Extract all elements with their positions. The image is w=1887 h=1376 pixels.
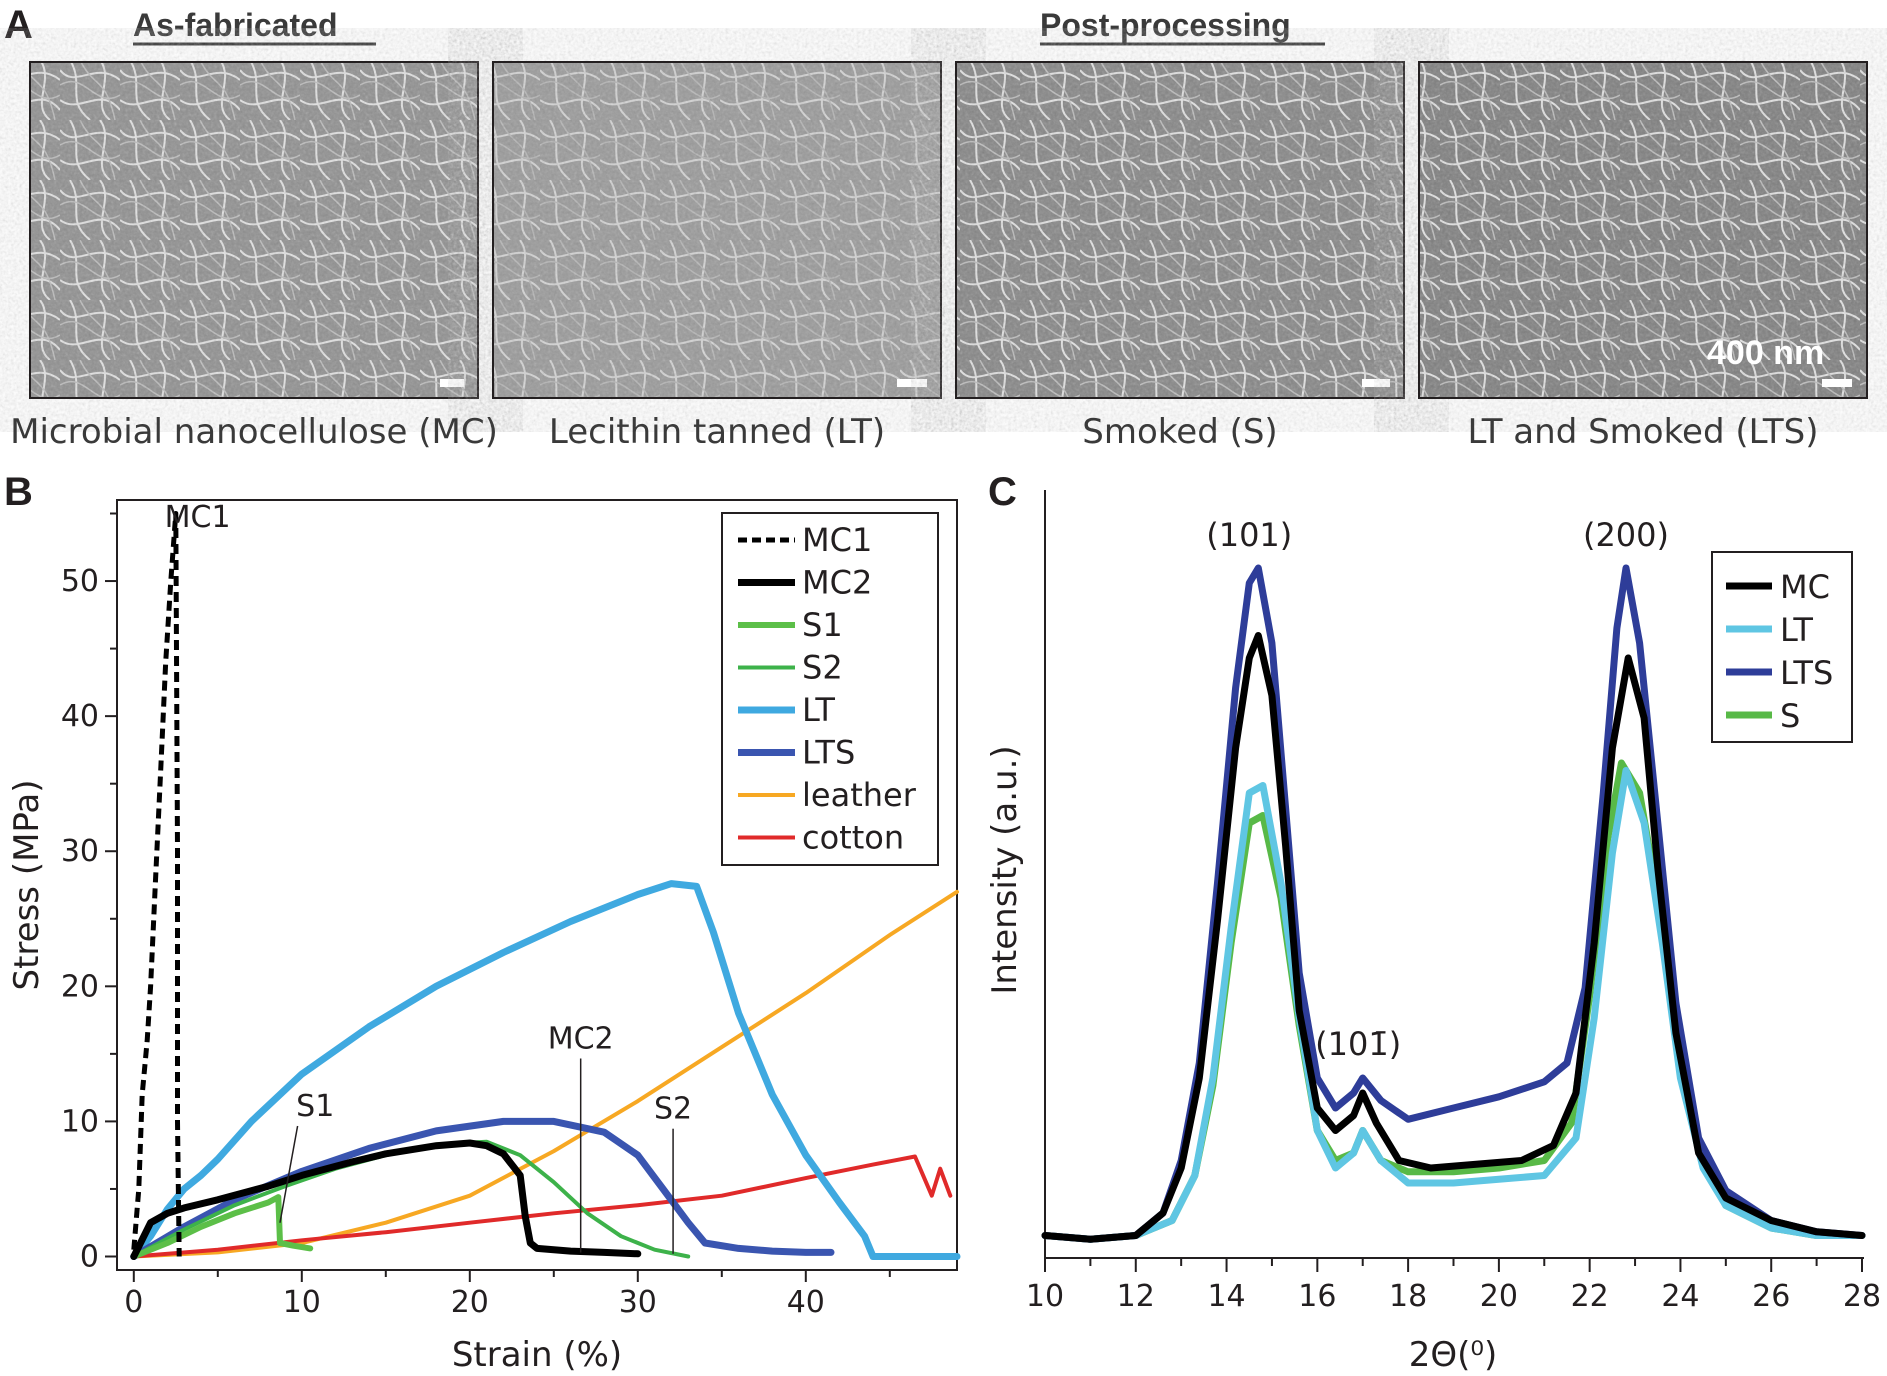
chart-c-x-axis-label: 2Θ(⁰) xyxy=(1409,1335,1498,1375)
panel-c-label: C xyxy=(988,470,1017,514)
x-tick-label: 18 xyxy=(1389,1279,1427,1314)
caption-lt: Lecithin tanned (LT) xyxy=(549,412,885,452)
annotation-leader xyxy=(279,1125,299,1223)
panel-c: C 10 12 14 16 18 20 22 24 26 28 (101)(101̄)(200) … xyxy=(985,470,1881,1375)
sem-image-mc xyxy=(29,61,479,399)
x-tick-label: 26 xyxy=(1752,1279,1790,1314)
panel-b-label: B xyxy=(4,470,33,514)
sem-image-s xyxy=(955,61,1405,399)
scale-bar-label: 400 nm xyxy=(1707,334,1824,372)
legend-label-lt: LT xyxy=(1780,611,1813,649)
panel-b: B 0 10 20 30 40 0 10 20 30 40 50 MC1 S1 MC2 S2 Strain… xyxy=(4,470,961,1375)
legend-label-s: S xyxy=(1780,697,1800,735)
panel-a-label: A xyxy=(4,3,33,47)
series-leather xyxy=(131,889,959,1259)
chart-b-legend: MC1 MC2 S1 S2 LT LTS leather cotton xyxy=(721,512,939,866)
chart-c-legend: MC LT LTS S xyxy=(1711,551,1853,743)
x-tick-label: 12 xyxy=(1117,1279,1155,1314)
series-mc xyxy=(1041,632,1866,1243)
annotation-mc2: MC2 xyxy=(548,1021,614,1056)
header-post-processing: Post-processing xyxy=(1040,7,1291,43)
panel-a: A As-fabricated Post-processing xyxy=(4,3,1868,452)
legend-label-lts: LTS xyxy=(802,734,855,772)
chart-b-x-axis-label: Strain (%) xyxy=(452,1335,622,1375)
x-tick-label: 28 xyxy=(1843,1279,1881,1314)
chart-b-axes: 0 10 20 30 40 0 10 20 30 40 50 xyxy=(61,512,891,1320)
legend-label-lt: LT xyxy=(802,691,835,729)
chart-b-y-axis-label: Stress (MPa) xyxy=(7,780,47,991)
x-tick-label: 0 xyxy=(124,1285,143,1320)
chart-b-legend-box xyxy=(721,512,939,866)
chart-b-frame xyxy=(116,499,958,1271)
chart-b-annotations: MC1 S1 MC2 S2 xyxy=(165,500,692,1254)
annotation-s2: S2 xyxy=(654,1092,692,1127)
scale-bar xyxy=(897,379,927,387)
x-tick-label: 20 xyxy=(1480,1279,1518,1314)
x-tick-label: 16 xyxy=(1298,1279,1336,1314)
header-as-fabricated: As-fabricated xyxy=(133,7,338,43)
x-tick-label: 30 xyxy=(619,1285,657,1320)
legend-label-cotton: cotton xyxy=(802,819,904,857)
scale-bar xyxy=(1362,379,1390,387)
y-tick-label: 50 xyxy=(61,564,99,599)
series-cotton xyxy=(131,1154,953,1259)
x-tick-label: 10 xyxy=(283,1285,321,1320)
y-tick-label: 10 xyxy=(61,1104,99,1139)
legend-label-s1: S1 xyxy=(802,606,843,644)
peak-label: (200) xyxy=(1583,516,1669,554)
legend-label-mc2: MC2 xyxy=(802,564,872,602)
x-tick-label: 24 xyxy=(1661,1279,1699,1314)
scale-bar xyxy=(1822,379,1852,387)
sem-image-lt xyxy=(492,61,942,399)
chart-c-y-axis-label: Intensity (a.u.) xyxy=(985,745,1025,994)
peak-label: (101̄) xyxy=(1315,1025,1401,1063)
sem-image-lts: 400 nm xyxy=(1418,61,1868,399)
y-tick-label: 0 xyxy=(80,1239,99,1274)
caption-lts: LT and Smoked (LTS) xyxy=(1467,412,1818,452)
caption-s: Smoked (S) xyxy=(1082,412,1277,452)
annotation-s1: S1 xyxy=(296,1089,334,1124)
x-tick-label: 40 xyxy=(787,1285,825,1320)
legend-label-leather: leather xyxy=(802,776,917,814)
legend-label-mc: MC xyxy=(1780,568,1830,606)
y-tick-label: 40 xyxy=(61,699,99,734)
x-tick-label: 14 xyxy=(1207,1279,1245,1314)
annotation-mc1: MC1 xyxy=(165,500,231,535)
series-lt xyxy=(130,880,961,1260)
chart-c-axes: 10 12 14 16 18 20 22 24 26 28 xyxy=(1026,490,1881,1314)
legend-label-s2: S2 xyxy=(802,649,843,687)
chart-c-series xyxy=(1041,564,1866,1243)
series-mc1 xyxy=(131,511,182,1257)
x-tick-label: 22 xyxy=(1571,1279,1609,1314)
y-tick-label: 20 xyxy=(61,969,99,1004)
chart-b-series xyxy=(130,511,961,1260)
y-tick-label: 30 xyxy=(61,834,99,869)
x-tick-label: 10 xyxy=(1026,1279,1064,1314)
legend-label-mc1: MC1 xyxy=(802,521,872,559)
series-mc2 xyxy=(130,1139,642,1260)
caption-mc: Microbial nanocellulose (MC) xyxy=(10,412,498,452)
peak-label: (101) xyxy=(1206,516,1292,554)
legend-label-lts: LTS xyxy=(1780,654,1833,692)
x-tick-label: 20 xyxy=(451,1285,489,1320)
scale-bar xyxy=(440,379,464,387)
chart-c-peak-labels: (101) (101̄) (200) xyxy=(1206,516,1669,1063)
